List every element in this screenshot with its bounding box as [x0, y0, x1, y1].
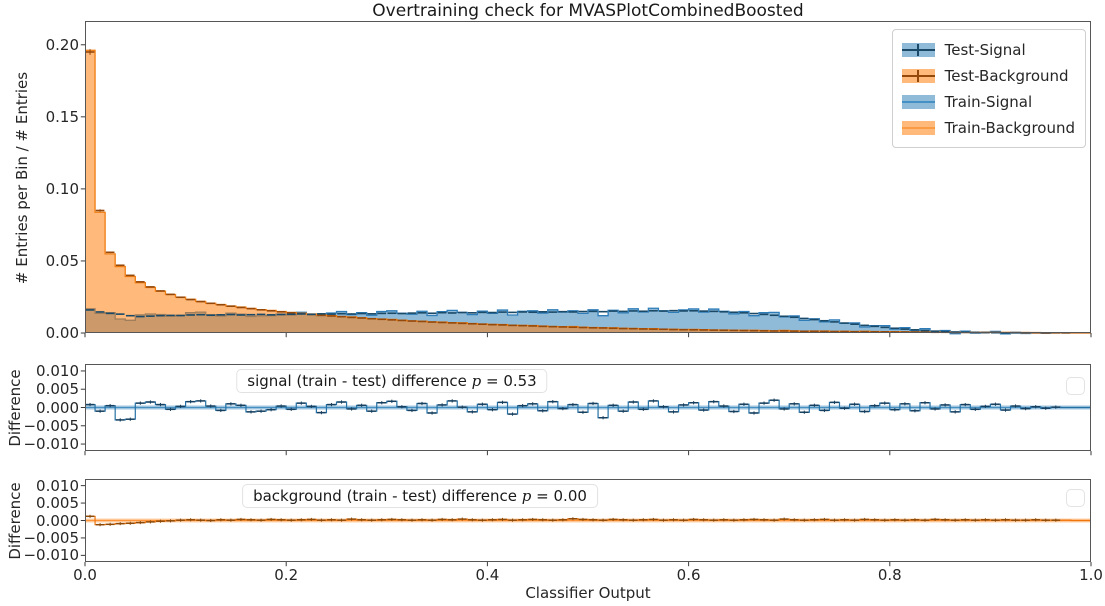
legend-label: Train-Signal — [944, 93, 1033, 111]
y-tick-label: 0.000 — [36, 398, 79, 417]
signal-diff-canvas — [80, 364, 1092, 456]
main-plot-canvas — [80, 21, 1092, 338]
y-tick-label: −0.005 — [23, 416, 79, 435]
y-tick-label: 0.00 — [45, 324, 79, 342]
test-signal-errorbar-swatch-icon — [901, 43, 935, 57]
background-diff-annotation: background (train - test) difference p =… — [242, 484, 598, 508]
y-tick-label: 0.10 — [45, 179, 79, 198]
train-signal-band-swatch-icon — [901, 95, 935, 109]
x-axis-label: Classifier Output — [525, 584, 651, 602]
legend-item-test-background: Test-Background — [901, 63, 1075, 89]
y-tick-label: −0.010 — [23, 435, 79, 454]
train-background-band-swatch-icon — [901, 121, 935, 135]
y-tick-label: −0.010 — [23, 546, 79, 565]
x-tick-label: 1.0 — [1079, 566, 1103, 584]
x-tick-label: 0.8 — [877, 566, 902, 584]
x-tick-label: 0.0 — [73, 566, 97, 584]
main-axes: Test-Signal Test-Background Train-Signal… — [80, 21, 1092, 338]
y-tick-label: 0.20 — [45, 35, 79, 54]
legend: Test-Signal Test-Background Train-Signal… — [891, 29, 1086, 148]
legend-item-test-signal: Test-Signal — [901, 37, 1075, 63]
y-tick-label: −0.005 — [23, 528, 79, 547]
x-tick-label: 0.2 — [274, 566, 299, 584]
y-tick-label: 0.005 — [36, 494, 79, 513]
y-tick-label: 0.010 — [36, 476, 79, 495]
y-tick-label: 0.05 — [45, 251, 79, 270]
legend-item-train-background: Train-Background — [901, 115, 1075, 141]
y-tick-label: 0.010 — [36, 361, 79, 380]
signal-diff-annotation: signal (train - test) difference p = 0.5… — [236, 369, 548, 393]
plot-title: Overtraining check for MVASPlotCombinedB… — [372, 1, 804, 21]
background-difference-axes: background (train - test) difference p =… — [80, 479, 1092, 567]
background-diff-canvas — [80, 479, 1092, 567]
legend-label: Test-Background — [944, 67, 1069, 85]
legend-item-train-signal: Train-Signal — [901, 89, 1075, 115]
x-tick-label: 0.6 — [676, 566, 701, 584]
x-tick-label: 0.4 — [475, 566, 500, 584]
legend-label: Test-Signal — [944, 41, 1026, 59]
legend-label: Train-Background — [944, 119, 1075, 137]
empty-legend-box — [1066, 489, 1085, 507]
y-tick-label: 0.15 — [45, 107, 79, 126]
y-tick-label: 0.005 — [36, 380, 79, 399]
test-background-errorbar-swatch-icon — [901, 69, 935, 83]
signal-difference-axes: signal (train - test) difference p = 0.5… — [80, 364, 1092, 456]
empty-legend-box — [1066, 377, 1085, 395]
y-tick-label: 0.000 — [36, 511, 79, 530]
